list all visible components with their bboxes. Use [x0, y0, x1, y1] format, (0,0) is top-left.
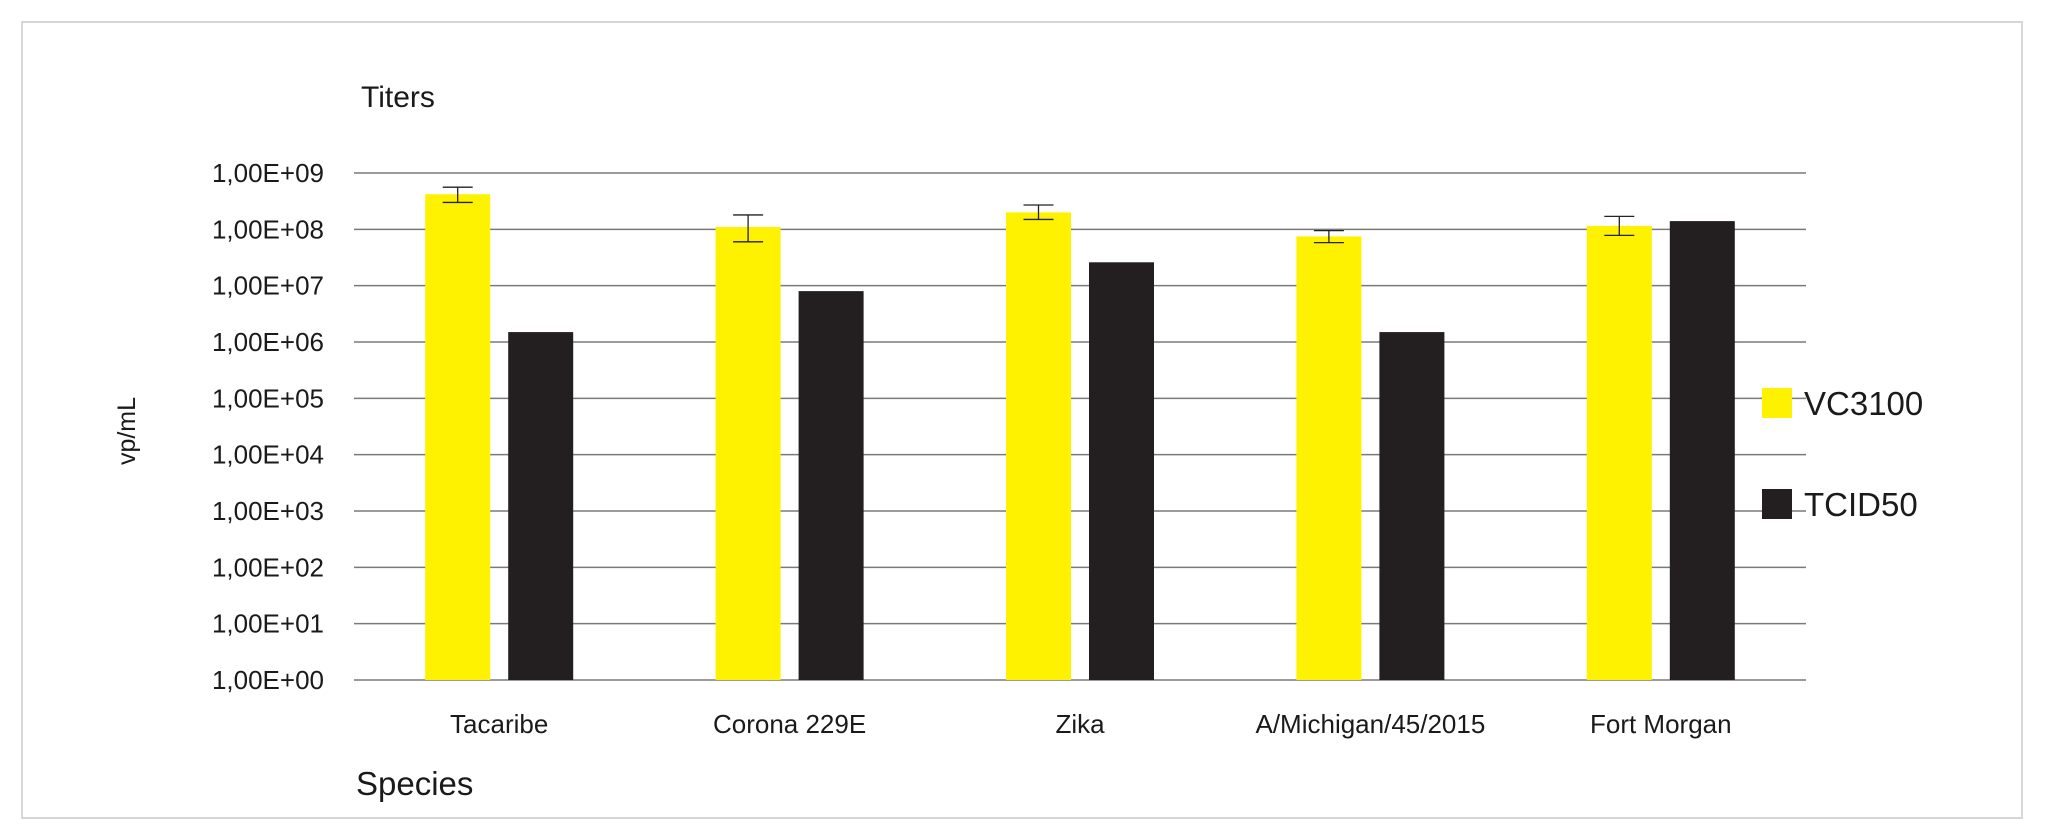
x-tick-label: Zika	[1055, 709, 1105, 739]
bar-tcid50-4	[1669, 221, 1735, 681]
gridlines	[354, 172, 1806, 681]
chart-title: Titers	[361, 81, 435, 114]
bar-tcid50-0	[508, 332, 574, 680]
y-tick-labels: 1,00E+00 1,00E+01 1,00E+02 1,00E+03 1,00E+04…	[212, 158, 324, 695]
y-tick-label: 1,00E+08	[212, 214, 324, 244]
y-tick-label: 1,00E+09	[212, 158, 324, 188]
y-tick-label: 1,00E+02	[212, 552, 324, 582]
x-tick-label: A/Michigan/45/2015	[1255, 709, 1485, 739]
error-bars	[442, 186, 1635, 244]
x-tick-labels: Tacaribe Corona 229E Zika A/Michigan/45/201…	[450, 709, 1732, 739]
bar-tcid50-2	[1089, 262, 1154, 680]
y-tick-label: 1,00E+05	[212, 383, 324, 413]
y-tick-label: 1,00E+06	[212, 327, 324, 357]
bar-tcid50-3	[1379, 332, 1445, 680]
legend-swatch-tcid50	[1762, 489, 1792, 519]
y-axis-label: vp/mL	[113, 397, 141, 465]
legend-label-vc3100: VC3100	[1804, 385, 1923, 422]
bar-tcid50-1	[798, 291, 864, 680]
legend: VC3100 TCID50	[1762, 385, 1923, 523]
y-tick-label: 1,00E+07	[212, 271, 324, 301]
y-tick-label: 1,00E+00	[212, 665, 324, 695]
legend-label-tcid50: TCID50	[1804, 486, 1918, 523]
bar-vc3100-3	[1296, 236, 1362, 680]
bar-vc3100-2	[1006, 212, 1071, 680]
bar-vc3100-0	[425, 194, 491, 680]
legend-swatch-vc3100	[1762, 388, 1792, 418]
y-tick-label: 1,00E+04	[212, 440, 324, 470]
x-tick-label: Fort Morgan	[1590, 709, 1732, 739]
x-tick-label: Corona 229E	[713, 709, 866, 739]
y-tick-label: 1,00E+03	[212, 496, 324, 526]
x-axis-label: Species	[356, 765, 473, 802]
bars	[425, 194, 1735, 681]
y-tick-label: 1,00E+01	[212, 609, 324, 639]
x-tick-label: Tacaribe	[450, 709, 548, 739]
bar-vc3100-4	[1586, 225, 1652, 681]
bar-vc3100-1	[715, 227, 781, 681]
